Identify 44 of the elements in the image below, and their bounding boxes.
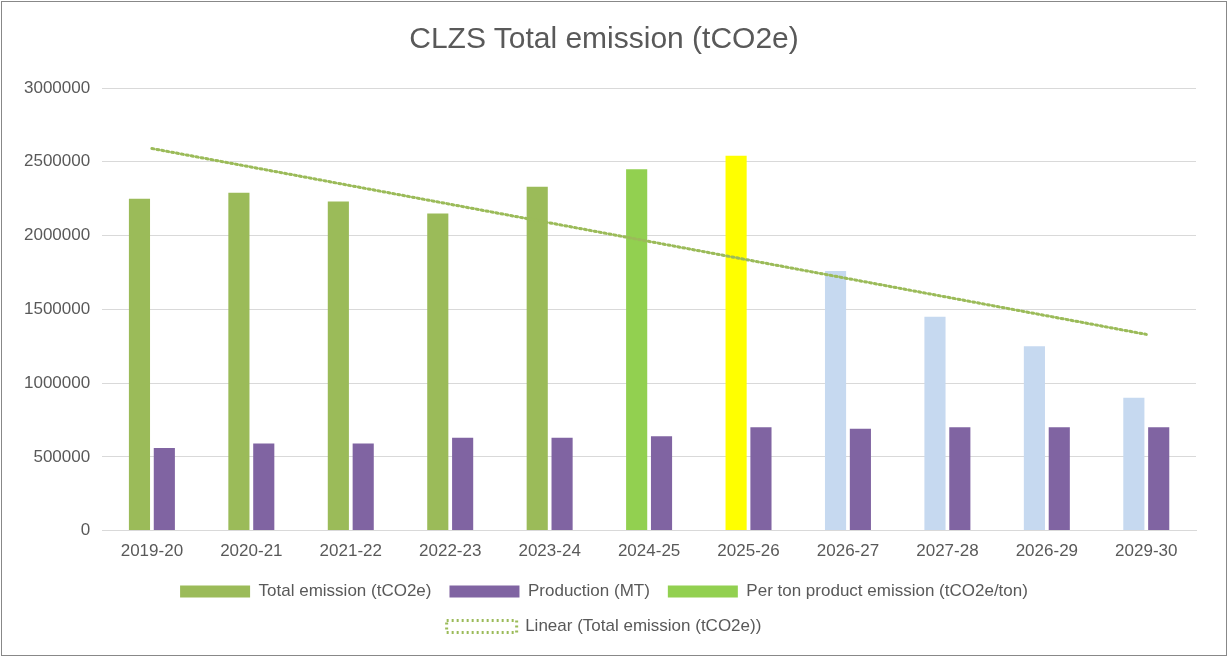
bar (1123, 397, 1145, 531)
bar (128, 198, 151, 531)
legend-label: Linear (Total emission (tCO2e)) (525, 616, 762, 636)
x-tick-label: 2026-27 (816, 541, 880, 561)
bar (924, 316, 946, 531)
y-tick-label: 2000000 (23, 225, 91, 245)
y-tick-label: 500000 (33, 446, 91, 466)
x-tick-label: 2027-28 (916, 541, 979, 561)
x-tick-label: 2024-25 (617, 541, 681, 561)
bar (1148, 427, 1170, 531)
bar (750, 427, 772, 531)
bar (427, 213, 449, 531)
chart-title: CLZS Total emission (tCO2e) (409, 21, 799, 55)
y-tick-label: 3000000 (23, 77, 91, 97)
bar (849, 428, 871, 531)
x-tick-label: 2020-21 (220, 541, 283, 561)
x-tick-label: 2029-30 (1115, 541, 1178, 561)
bar (452, 437, 474, 531)
y-tick-label: 1500000 (23, 298, 91, 318)
legend-label: Production (MT) (527, 581, 650, 601)
legend-label: Total emission (tCO2e) (258, 581, 432, 601)
legend-label: Per ton product emission (tCO2e/ton) (746, 581, 1028, 601)
bar (949, 427, 971, 531)
bar (650, 436, 673, 531)
bar (725, 155, 747, 531)
x-tick-label: 2023-24 (518, 541, 581, 561)
y-tick-label: 1000000 (23, 372, 91, 392)
bar (1048, 427, 1070, 531)
bar (153, 447, 175, 531)
bar (626, 169, 648, 531)
bar (551, 437, 573, 531)
x-tick-label: 2025-26 (717, 541, 780, 561)
bar (1023, 346, 1045, 531)
x-tick-label: 2022-23 (419, 541, 482, 561)
x-tick-label: 2021-22 (319, 541, 382, 561)
y-tick-label: 0 (80, 520, 91, 540)
y-tick-label: 2500000 (23, 151, 91, 171)
bar (352, 443, 374, 531)
bar (327, 201, 349, 531)
bar (824, 270, 847, 531)
x-tick-label: 2026-29 (1015, 541, 1079, 561)
bar (253, 443, 275, 531)
bar (228, 192, 250, 531)
x-tick-label: 2019-20 (120, 541, 184, 561)
